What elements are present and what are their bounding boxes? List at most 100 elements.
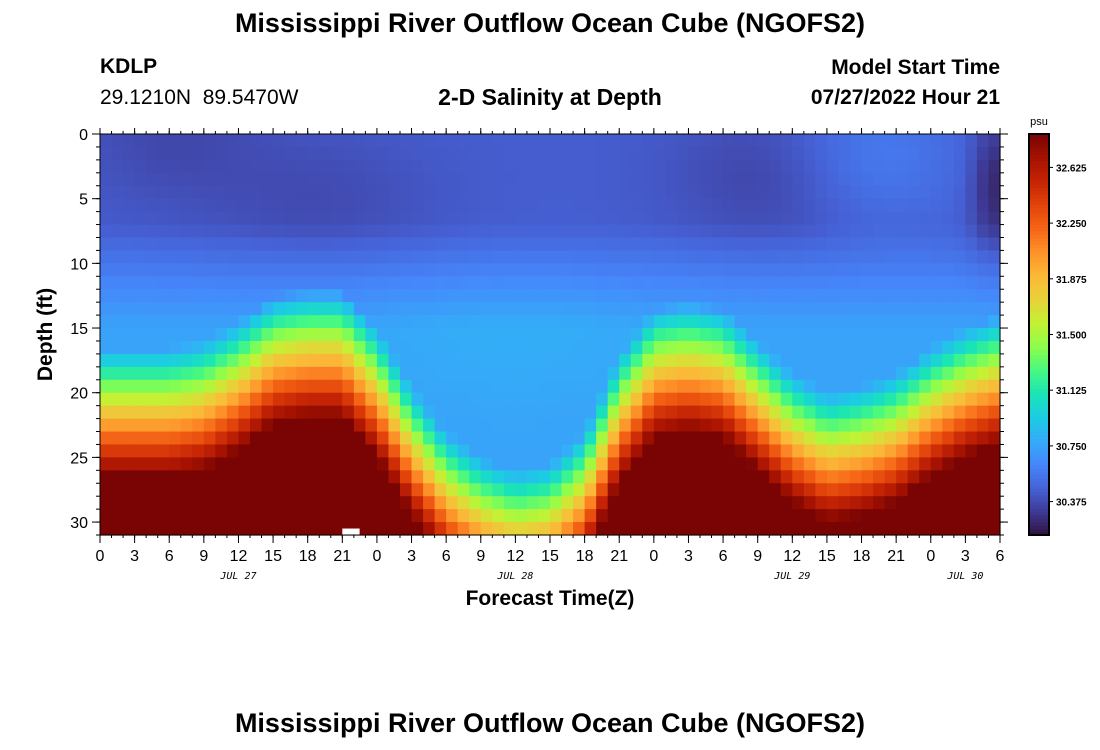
heatmap-cell bbox=[330, 185, 343, 200]
heatmap-cell bbox=[365, 392, 378, 407]
heatmap-cell bbox=[642, 315, 655, 329]
heatmap-cell bbox=[157, 134, 170, 148]
heatmap-cell bbox=[711, 159, 724, 174]
heatmap-cell bbox=[134, 470, 147, 484]
heatmap-cell bbox=[838, 431, 851, 446]
heatmap-cell bbox=[619, 315, 632, 329]
heatmap-cell bbox=[492, 444, 505, 458]
heatmap-cell bbox=[953, 379, 966, 394]
heatmap-cell bbox=[965, 340, 978, 355]
heatmap-cell bbox=[965, 328, 978, 342]
heatmap-cell bbox=[873, 405, 886, 420]
heatmap-cell bbox=[873, 328, 886, 342]
heatmap-cell bbox=[388, 224, 401, 239]
heatmap-cell bbox=[434, 379, 447, 394]
heatmap-cell bbox=[676, 134, 690, 148]
heatmap-cell bbox=[100, 185, 113, 200]
heatmap-cell bbox=[896, 185, 909, 200]
heatmap-cell bbox=[815, 250, 828, 264]
heatmap-cell bbox=[953, 457, 966, 471]
heatmap-cell bbox=[734, 353, 747, 368]
heatmap-cell bbox=[838, 315, 851, 329]
heatmap-cell bbox=[215, 470, 228, 484]
heatmap-cell bbox=[653, 457, 666, 471]
heatmap-cell bbox=[850, 340, 863, 355]
heatmap-cell bbox=[826, 418, 840, 433]
heatmap-cell bbox=[815, 522, 828, 536]
heatmap-cell bbox=[584, 263, 597, 277]
heatmap-cell bbox=[653, 224, 666, 239]
heatmap-cell bbox=[180, 431, 193, 446]
heatmap-cell bbox=[353, 483, 366, 497]
heatmap-cell bbox=[180, 302, 193, 316]
heatmap-cell bbox=[850, 509, 863, 523]
heatmap-cell bbox=[619, 366, 632, 381]
heatmap-cell bbox=[746, 496, 759, 510]
heatmap-cell bbox=[919, 483, 932, 497]
heatmap-cell bbox=[826, 224, 840, 239]
heatmap-cell bbox=[907, 379, 920, 394]
heatmap-cell bbox=[157, 457, 170, 471]
heatmap-cell bbox=[353, 315, 366, 329]
heatmap-cell bbox=[457, 237, 470, 252]
heatmap-cell bbox=[884, 159, 897, 174]
heatmap-cell bbox=[342, 509, 355, 523]
heatmap-cell bbox=[365, 418, 378, 433]
heatmap-cell bbox=[469, 211, 482, 226]
colorbar-segment bbox=[1029, 194, 1049, 199]
heatmap-cell bbox=[515, 276, 528, 290]
heatmap-cell bbox=[676, 522, 690, 536]
heatmap-cell bbox=[376, 392, 390, 407]
heatmap-cell bbox=[157, 470, 170, 484]
heatmap-cell bbox=[376, 470, 390, 484]
chart-subtitle: 2-D Salinity at Depth bbox=[438, 84, 662, 110]
heatmap-cell bbox=[630, 340, 643, 355]
heatmap-cell bbox=[446, 431, 459, 446]
heatmap-cell bbox=[238, 198, 251, 213]
heatmap-cell bbox=[400, 302, 413, 316]
heatmap-cell bbox=[146, 302, 159, 316]
colorbar-tick-label: 32.250 bbox=[1056, 219, 1087, 230]
heatmap-cell bbox=[157, 250, 170, 264]
heatmap-cell bbox=[434, 159, 447, 174]
heatmap-cell bbox=[642, 483, 655, 497]
heatmap-cell bbox=[803, 509, 816, 523]
heatmap-cell bbox=[434, 198, 447, 213]
heatmap-cell bbox=[619, 276, 632, 290]
heatmap-cell bbox=[503, 340, 516, 355]
colorbar-segment bbox=[1029, 264, 1049, 269]
heatmap-cell bbox=[411, 211, 424, 226]
heatmap-cell bbox=[688, 250, 701, 264]
heatmap-cell bbox=[503, 405, 516, 420]
heatmap-cell bbox=[353, 250, 366, 264]
heatmap-cell bbox=[307, 289, 320, 303]
heatmap-cell bbox=[296, 315, 309, 329]
colorbar-segment bbox=[1029, 341, 1049, 346]
heatmap-cell bbox=[584, 237, 597, 252]
heatmap-cell bbox=[365, 328, 378, 342]
heatmap-cell bbox=[619, 444, 632, 458]
heatmap-cell bbox=[365, 405, 378, 420]
heatmap-cell bbox=[884, 302, 897, 316]
heatmap-cell bbox=[596, 185, 609, 200]
heatmap-cell bbox=[988, 340, 1001, 355]
colorbar-segment bbox=[1029, 424, 1049, 429]
heatmap-cell bbox=[388, 379, 401, 394]
heatmap-cell bbox=[365, 224, 378, 239]
heatmap-cell bbox=[700, 392, 713, 407]
heatmap-cell bbox=[711, 379, 724, 394]
heatmap-cell bbox=[630, 211, 643, 226]
heatmap-cell bbox=[388, 340, 401, 355]
heatmap-cell bbox=[792, 237, 805, 252]
heatmap-cell bbox=[423, 134, 436, 148]
heatmap-cell bbox=[526, 392, 540, 407]
heatmap-cell bbox=[330, 315, 343, 329]
heatmap-cell bbox=[457, 522, 470, 536]
heatmap-cell bbox=[607, 263, 620, 277]
heatmap-cell bbox=[146, 172, 159, 187]
heatmap-cell bbox=[376, 405, 390, 420]
heatmap-cell bbox=[134, 392, 147, 407]
heatmap-cell bbox=[757, 457, 770, 471]
heatmap-cell bbox=[423, 315, 436, 329]
heatmap-cell bbox=[515, 392, 528, 407]
